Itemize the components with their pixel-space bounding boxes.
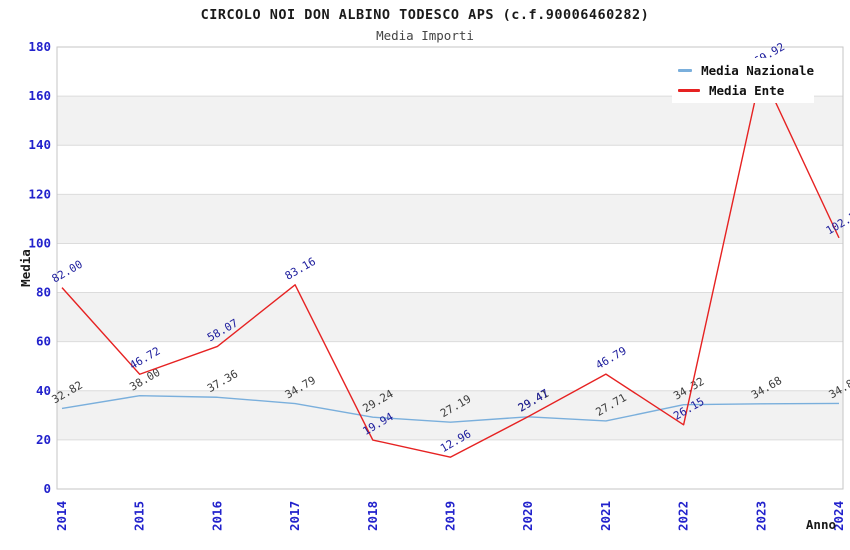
x-tick-label: 2019 xyxy=(443,501,458,531)
data-point-label: 34.83 xyxy=(827,374,850,402)
plot-band xyxy=(57,96,843,146)
y-tick-label: 20 xyxy=(36,432,51,447)
legend-item-media-nazionale: Media Nazionale xyxy=(678,63,814,78)
x-tick-label: 2017 xyxy=(287,501,302,531)
chart-subtitle: Media Importi xyxy=(376,28,474,43)
media-nazionale-swatch-icon xyxy=(678,68,693,72)
x-tick-label: 2018 xyxy=(365,501,380,531)
y-axis-title: Media xyxy=(18,249,33,287)
x-tick-label: 2022 xyxy=(676,501,691,531)
y-tick-label: 40 xyxy=(36,383,51,398)
chart-title: CIRCOLO NOI DON ALBINO TODESCO APS (c.f.… xyxy=(200,7,650,23)
y-tick-label: 100 xyxy=(28,235,51,250)
series-line-media-nazionale xyxy=(61,394,840,423)
x-axis-title: Anno xyxy=(806,517,836,532)
plot-band xyxy=(57,194,843,244)
data-point-label: 46.79 xyxy=(594,344,629,372)
x-tick-label: 2014 xyxy=(54,501,69,531)
media-ente-swatch-icon xyxy=(678,89,700,93)
plot-band xyxy=(57,390,843,440)
x-tick-label: 2024 xyxy=(831,501,846,531)
data-point-label: 82.00 xyxy=(50,258,85,286)
legend-box: Media Nazionale Media Ente xyxy=(672,58,814,103)
data-point-label: 83.16 xyxy=(283,255,318,283)
y-tick-label: 140 xyxy=(28,137,51,152)
y-tick-label: 60 xyxy=(36,334,51,349)
legend-item-media-ente: Media Ente xyxy=(678,83,814,98)
y-tick-label: 180 xyxy=(28,39,51,54)
series-line-media-ente xyxy=(61,71,840,458)
y-tick-label: 120 xyxy=(28,186,51,201)
x-tick-label: 2021 xyxy=(598,501,613,531)
plot-band xyxy=(57,292,843,342)
x-tick-label: 2015 xyxy=(132,501,147,531)
x-tick-label: 2020 xyxy=(520,501,535,531)
x-tick-label: 2023 xyxy=(753,501,768,531)
plot-border xyxy=(56,46,844,490)
y-tick-label: 80 xyxy=(36,285,51,300)
y-tick-label: 160 xyxy=(28,88,51,103)
y-tick-label: 0 xyxy=(43,481,51,496)
legend-label: Media Ente xyxy=(709,83,785,99)
x-tick-label: 2016 xyxy=(209,501,224,531)
legend-label: Media Nazionale xyxy=(701,62,814,78)
